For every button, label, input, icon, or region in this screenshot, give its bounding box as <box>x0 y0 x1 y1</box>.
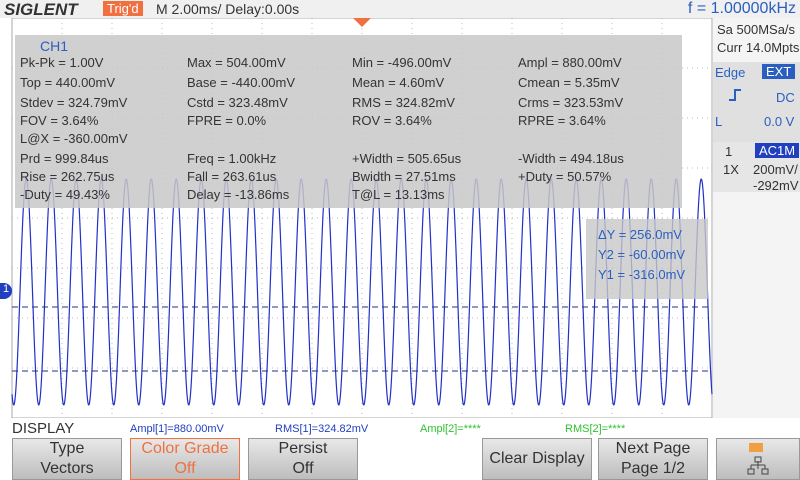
channel-label: CH1 <box>40 38 69 54</box>
sample-rate: Sa 500MSa/s <box>717 22 796 37</box>
top-bar <box>0 0 800 18</box>
measurement: RMS = 324.82mV <box>352 95 455 110</box>
measurement: Top = 440.00mV <box>20 75 116 90</box>
cursor-panel: ΔY = 256.0mV Y2 = -60.00mV Y1 = -316.0mV <box>586 219 708 299</box>
status-item: RMS[1]=324.82mV <box>275 423 369 435</box>
measurement: Pk-Pk = 1.00V <box>20 55 104 70</box>
status-item: RMS[2]=**** <box>565 423 626 435</box>
channel-coupling: AC1M <box>755 143 800 158</box>
cursor-value: ΔY = 256.0mV <box>598 227 682 242</box>
measurement: Cstd = 323.48mV <box>187 95 288 110</box>
measurement: Mean = 4.60mV <box>352 75 445 90</box>
level-label: L <box>715 114 723 129</box>
trigger-level: 0.0 V <box>764 114 795 129</box>
menu-text: Vectors <box>40 460 94 477</box>
measurement: FOV = 3.64% <box>20 113 99 128</box>
measurement: T@L = 13.13ms <box>352 187 445 202</box>
measurement: Rise = 262.75us <box>20 169 115 184</box>
measurement: Prd = 999.84us <box>20 151 109 166</box>
menu-button[interactable]: Type Vectors <box>12 438 122 480</box>
measurement: Min = -496.00mV <box>352 55 452 70</box>
measure-panel: CH1 Pk-Pk = 1.00V Max = 504.00mV Min = -496… <box>15 35 682 208</box>
measurement: Base = -440.00mV <box>187 75 296 90</box>
status-item: Ampl[1]=880.00mV <box>130 423 224 435</box>
channel-number: 1 <box>725 144 733 159</box>
menu-text: Page 1/2 <box>620 460 686 477</box>
measurement: Delay = -13.86ms <box>187 187 290 202</box>
measurement: Freq = 1.00kHz <box>187 151 277 166</box>
status-item: Ampl[2]=**** <box>420 423 481 435</box>
measurement: Cmean = 5.35mV <box>518 75 620 90</box>
volt-scale: 200mV/ <box>753 162 798 177</box>
frequency: f = 1.00000kHz <box>687 0 796 17</box>
measurement: Crms = 323.53mV <box>518 95 624 110</box>
channel-marker: 1 <box>0 283 12 299</box>
menu-button[interactable]: Persist Off <box>248 438 358 480</box>
measurement: -Width = 494.18us <box>518 151 624 166</box>
measurement: ROV = 3.64% <box>352 113 432 128</box>
menu-button[interactable]: Clear Display <box>482 438 592 480</box>
menu-button[interactable]: Next Page Page 1/2 <box>598 438 708 480</box>
icon-button[interactable] <box>716 438 800 480</box>
trigger-source: EXT <box>762 64 796 79</box>
menu-text: Color Grade <box>141 440 229 457</box>
brand: SIGLENT <box>4 0 78 19</box>
menu-text: Clear Display <box>489 450 585 467</box>
menu-text: Off <box>174 460 196 477</box>
measurement: Fall = 263.61us <box>187 169 277 184</box>
side-panel: Sa 500MSa/s Curr 14.0Mpts Edge EXT DC L … <box>713 18 800 438</box>
menu-button[interactable]: Color Grade Off <box>130 438 240 480</box>
menu-text: Type <box>49 440 85 457</box>
measurement: +Duty = 50.57% <box>518 169 612 184</box>
measurement: RPRE = 3.64% <box>518 113 606 128</box>
menu-title: DISPLAY <box>12 420 75 437</box>
trigger-coupling: DC <box>776 90 795 105</box>
probe: 1X <box>723 162 739 177</box>
measurement: Ampl = 880.00mV <box>518 55 622 70</box>
cursor-value: Y1 = -316.0mV <box>598 267 686 282</box>
cursor-value: Y2 = -60.00mV <box>598 247 686 262</box>
timebase: M 2.00ms/ Delay:0.00s <box>156 1 300 17</box>
menu-text: Next Page <box>615 440 691 457</box>
memory-depth: Curr 14.0Mpts <box>717 40 800 55</box>
measurement: Max = 504.00mV <box>187 55 286 70</box>
measurement: -Duty = 49.43% <box>20 187 110 202</box>
measurement: Bwidth = 27.51ms <box>352 169 456 184</box>
trigger-type: Edge <box>715 65 746 80</box>
menu-text: Persist <box>278 440 328 457</box>
measurement: L@X = -360.00mV <box>20 131 128 146</box>
measurement: +Width = 505.65us <box>352 151 462 166</box>
measurement: Stdev = 324.79mV <box>20 95 128 110</box>
measurement: FPRE = 0.0% <box>187 113 267 128</box>
menu-text: Off <box>292 460 314 477</box>
offset: -292mV <box>753 178 799 193</box>
trigger-status: Trig'd <box>103 1 143 16</box>
trigger-pointer <box>353 18 371 27</box>
